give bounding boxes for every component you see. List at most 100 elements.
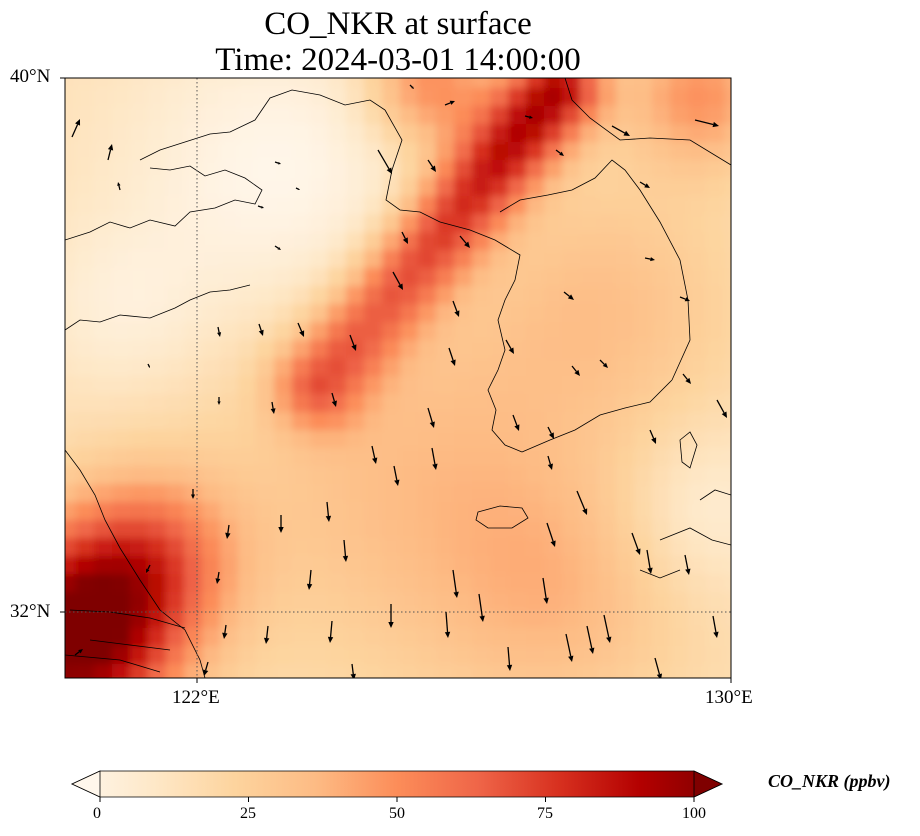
coastline-jiangsu xyxy=(65,449,206,678)
colorbar-label: CO_NKR (ppbv) xyxy=(768,771,891,791)
wind-arrow-shaft xyxy=(639,181,646,186)
coastline-yangtze-estuary xyxy=(65,609,186,673)
lon-tick-122e: 122°E xyxy=(172,687,220,708)
wind-arrow-head xyxy=(372,457,378,464)
wind-arrow-head xyxy=(386,167,392,174)
wind-arrow-shaft xyxy=(716,399,725,414)
wind-arrow-head xyxy=(258,329,264,336)
wind-arrow-shaft xyxy=(331,392,335,402)
wind-arrow-head xyxy=(550,540,556,547)
wind-arrow-head xyxy=(432,463,438,470)
wind-arrow-head xyxy=(454,310,460,317)
wind-arrow-head xyxy=(331,400,337,407)
coastline-bohai xyxy=(139,89,386,161)
wind-arrow-head xyxy=(325,515,332,522)
wind-arrow-head xyxy=(260,205,264,209)
wind-arrow-shaft xyxy=(684,554,689,570)
wind-arrow-shaft xyxy=(147,564,151,570)
wind-arrow-shaft xyxy=(431,447,436,465)
wind-arrow-shaft xyxy=(524,115,530,118)
wind-arrow-shaft xyxy=(271,401,274,409)
wind-arrow-head xyxy=(297,188,300,190)
wind-arrow-head xyxy=(225,532,231,539)
wind-arrow-head xyxy=(107,144,114,151)
wind-arrow-shaft xyxy=(349,334,355,346)
wind-arrow-head xyxy=(299,330,305,337)
wind-arrow-head xyxy=(397,283,403,290)
wind-arrow-shaft xyxy=(611,125,626,134)
wind-arrow-shaft xyxy=(258,323,262,331)
wind-arrow-shaft xyxy=(649,429,655,439)
wind-arrow-head xyxy=(559,151,564,156)
wind-arrow-head xyxy=(146,568,150,573)
map-title-line2: Time: 2024-03-01 14:00:00 xyxy=(215,42,581,78)
wind-arrow-head xyxy=(644,183,650,188)
wind-arrow-shaft xyxy=(452,569,457,593)
wind-arrow-head xyxy=(721,411,727,418)
wind-arrow-shaft xyxy=(576,490,586,510)
wind-arrow-head xyxy=(270,408,276,414)
wind-arrow-shaft xyxy=(74,651,80,656)
wind-arrow-head xyxy=(602,362,608,368)
wind-arrow-shaft xyxy=(401,231,406,239)
wind-arrow-head xyxy=(263,637,270,644)
wind-arrow-shaft xyxy=(565,633,572,657)
wind-arrow-shaft xyxy=(631,532,639,550)
wind-arrow-head xyxy=(712,121,719,128)
colorbar-tick-75: 75 xyxy=(537,805,553,822)
wind-arrow-head xyxy=(589,647,595,654)
wind-arrow-shaft xyxy=(694,119,714,126)
lon-tick-130e: 130°E xyxy=(705,687,753,708)
wind-arrow-shaft xyxy=(603,614,610,638)
wind-arrow-head xyxy=(713,631,719,638)
wind-vectors xyxy=(71,84,727,678)
wind-arrow-shaft xyxy=(107,149,112,161)
wind-arrow-head xyxy=(684,297,690,302)
wind-arrow-shaft xyxy=(654,657,661,675)
wind-arrow-head xyxy=(394,479,400,486)
colorbar xyxy=(71,770,723,802)
colorbar-tick-0: 0 xyxy=(93,805,101,822)
wind-arrow-head xyxy=(78,649,83,654)
wind-arrow-shaft xyxy=(329,620,333,638)
wind-arrow-head xyxy=(402,237,408,244)
lat-tick-32n: 32°N xyxy=(10,601,51,622)
wind-arrow-shaft xyxy=(392,271,401,286)
wind-arrow-head xyxy=(574,369,580,376)
wind-arrow-head xyxy=(411,86,414,89)
wind-arrow-shaft xyxy=(571,365,577,372)
wind-arrow-shaft xyxy=(452,300,458,312)
coastline-shandong xyxy=(65,284,251,331)
wind-arrow-shaft xyxy=(147,363,150,367)
wind-arrow-shaft xyxy=(712,615,717,633)
wind-arrow-head xyxy=(148,365,150,368)
wind-arrow-head xyxy=(568,655,574,662)
wind-arrow-head xyxy=(203,669,209,676)
coastline-china-north xyxy=(65,165,263,241)
coastline-korea-west xyxy=(439,221,523,453)
wind-arrow-shaft xyxy=(217,571,220,579)
wind-arrow-head xyxy=(685,377,691,384)
wind-arrow-shaft xyxy=(371,445,376,459)
wind-arrow-head xyxy=(528,115,533,119)
wind-arrow-shaft xyxy=(546,522,554,542)
wind-arrow-shaft xyxy=(512,414,518,426)
wind-arrow-shaft xyxy=(644,257,651,260)
colorbar-tick-50: 50 xyxy=(389,805,405,822)
wind-arrow-head xyxy=(351,344,357,351)
wind-arrow-head xyxy=(514,424,520,431)
wind-arrow-head xyxy=(342,555,349,562)
map-title-line1: CO_NKR at surface xyxy=(264,6,532,42)
wind-arrow-head xyxy=(75,119,81,126)
wind-arrow-shaft xyxy=(505,339,512,350)
wind-arrow-shaft xyxy=(266,625,269,639)
gridlines xyxy=(65,78,731,678)
coastline-korea-south xyxy=(521,379,673,453)
wind-arrow-shaft xyxy=(679,296,686,300)
wind-arrow-head xyxy=(449,100,455,105)
wind-arrow-shaft xyxy=(547,455,551,465)
wind-arrow-shaft xyxy=(478,593,483,617)
wind-arrow-head xyxy=(479,615,485,622)
wind-arrow-head xyxy=(350,673,356,678)
